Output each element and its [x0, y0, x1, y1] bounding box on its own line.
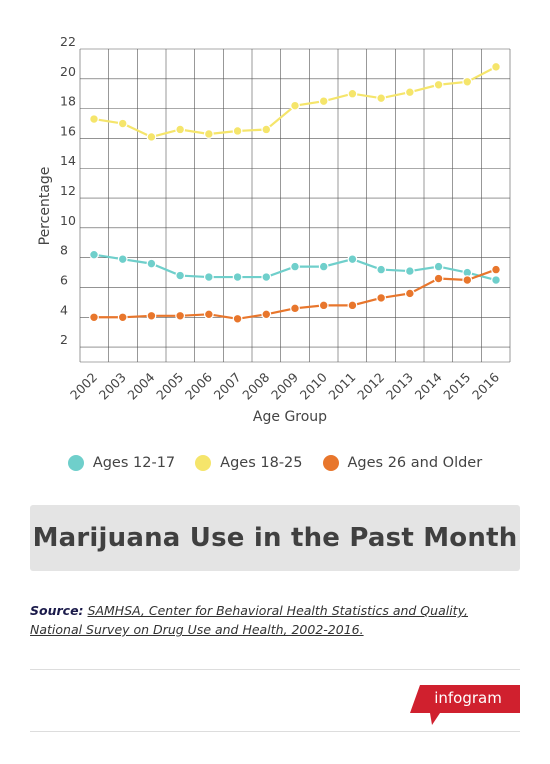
- infogram-logo-text[interactable]: infogram: [434, 689, 502, 707]
- legend-label: Ages 26 and Older: [347, 455, 483, 471]
- x-tick-label: 2003: [96, 370, 129, 403]
- y-tick-label: 18: [60, 94, 76, 109]
- x-tick-label: 2012: [354, 370, 387, 403]
- data-point: [433, 261, 444, 272]
- x-tick-label: 2007: [211, 370, 244, 403]
- data-point: [491, 275, 501, 285]
- x-tick-label: 2010: [297, 369, 330, 402]
- x-tick-label: 2014: [412, 369, 445, 402]
- data-point: [462, 275, 473, 285]
- data-point: [117, 118, 128, 129]
- source-link[interactable]: SAMHSA, Center for Behavioral Health Sta…: [30, 603, 468, 637]
- divider-bottom: [30, 731, 520, 732]
- x-tick-label: 2004: [124, 369, 157, 402]
- data-point: [376, 293, 387, 303]
- data-point: [146, 310, 157, 321]
- data-point: [290, 303, 300, 314]
- data-point: [203, 129, 214, 139]
- y-axis-ticks: 2 4 6 8 10 12 14 16 18 20 22: [60, 34, 76, 347]
- data-point: [203, 272, 214, 282]
- data-point: [89, 249, 99, 260]
- y-tick-label: 2: [60, 332, 68, 347]
- legend-marker: [67, 455, 84, 471]
- x-tick-label: 2009: [268, 369, 301, 402]
- data-point: [117, 312, 128, 323]
- x-tick-label: 2013: [383, 370, 416, 403]
- y-tick-label: 14: [60, 153, 76, 168]
- data-point: [347, 88, 358, 99]
- data-point: [290, 100, 300, 111]
- x-tick-label: 2005: [153, 370, 186, 403]
- data-point: [347, 300, 358, 311]
- legend-marker: [195, 455, 212, 471]
- data-point: [433, 79, 444, 90]
- chart-grid: [79, 48, 511, 363]
- source-note: Source: SAMHSA, Center for Behavioral He…: [30, 601, 520, 639]
- data-point: [491, 264, 501, 275]
- data-point: [146, 132, 157, 142]
- data-point: [232, 126, 243, 136]
- data-point: [318, 96, 329, 107]
- legend-marker: [322, 455, 339, 471]
- data-point: [318, 261, 329, 272]
- y-tick-label: 22: [60, 34, 76, 49]
- legend-item-ages-12-17[interactable]: Ages 12-17: [67, 455, 176, 471]
- x-tick-label: 2002: [67, 370, 100, 403]
- data-point: [117, 254, 128, 265]
- data-point: [376, 264, 387, 275]
- y-tick-label: 4: [60, 302, 68, 317]
- legend-label: Ages 12-17: [92, 455, 176, 471]
- data-point: [376, 93, 387, 104]
- chart-title: Marijuana Use in the Past Month: [32, 523, 518, 553]
- data-point: [175, 310, 186, 321]
- y-tick-label: 6: [60, 272, 68, 287]
- data-point: [290, 261, 300, 272]
- data-point: [491, 61, 501, 72]
- data-point: [175, 270, 186, 281]
- data-point: [261, 272, 272, 282]
- x-tick-label: 2006: [182, 369, 215, 402]
- y-tick-label: 12: [60, 183, 76, 198]
- data-point: [261, 309, 272, 320]
- data-point: [318, 300, 329, 311]
- data-point: [404, 87, 415, 98]
- legend-item-ages-26-and-older[interactable]: Ages 26 and Older: [322, 455, 483, 471]
- y-tick-label: 20: [60, 64, 76, 79]
- data-point: [203, 309, 214, 320]
- data-point: [232, 313, 243, 324]
- data-point: [347, 254, 358, 265]
- y-tick-label: 16: [60, 123, 76, 138]
- data-point: [146, 258, 157, 269]
- data-point: [404, 288, 415, 299]
- source-label: Source:: [30, 603, 84, 618]
- y-axis-title: Percentage: [37, 167, 53, 246]
- data-point: [89, 312, 99, 323]
- x-axis-title: Age Group: [253, 409, 327, 425]
- data-point: [175, 124, 186, 135]
- chart-title-box: Marijuana Use in the Past Month: [30, 505, 520, 571]
- infogram-logo-badge[interactable]: [410, 685, 520, 725]
- chart-legend: Ages 12-17 Ages 18-25 Ages 26 and Older: [0, 455, 550, 471]
- x-tick-label: 2016: [469, 369, 502, 402]
- data-point: [232, 272, 243, 282]
- legend-item-ages-18-25[interactable]: Ages 18-25: [195, 455, 303, 471]
- data-point: [462, 76, 473, 87]
- x-tick-label: 2011: [325, 370, 358, 403]
- legend-label: Ages 18-25: [220, 455, 303, 471]
- x-tick-label: 2008: [239, 369, 272, 402]
- x-axis-ticks: 2002200320042005200620072008200920102011…: [67, 369, 502, 402]
- data-point: [433, 273, 444, 284]
- data-point: [89, 114, 99, 124]
- x-tick-label: 2015: [440, 370, 473, 403]
- chart-series: [89, 61, 501, 324]
- divider-top: [30, 669, 520, 670]
- y-tick-label: 8: [60, 243, 68, 258]
- data-point: [404, 266, 415, 276]
- data-point: [261, 124, 272, 135]
- y-tick-label: 10: [60, 213, 76, 228]
